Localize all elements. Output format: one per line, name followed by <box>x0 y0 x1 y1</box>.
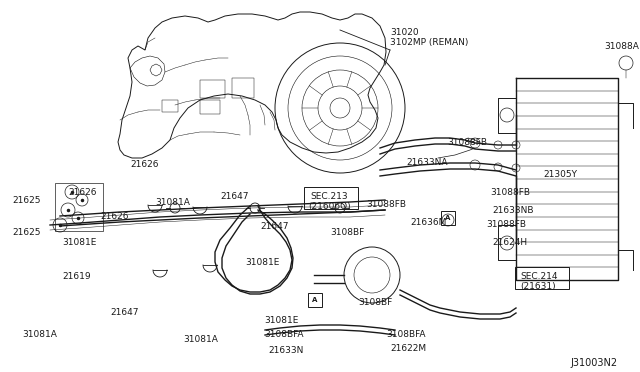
Text: 3108BF: 3108BF <box>330 228 364 237</box>
Text: 21619: 21619 <box>62 272 91 281</box>
Text: 3102MP (REMAN): 3102MP (REMAN) <box>390 38 468 47</box>
Text: 31088FB: 31088FB <box>447 138 487 147</box>
Text: 21647: 21647 <box>260 222 289 231</box>
Bar <box>232 78 254 98</box>
Text: 3108BFA: 3108BFA <box>386 330 426 339</box>
Text: 21647: 21647 <box>220 192 248 201</box>
Bar <box>200 100 220 114</box>
Text: 31088FB: 31088FB <box>486 220 526 229</box>
Text: 21633NA: 21633NA <box>406 158 447 167</box>
Text: 31088FB: 31088FB <box>366 200 406 209</box>
Text: (21606Q): (21606Q) <box>308 202 351 211</box>
Text: 3108BF: 3108BF <box>358 298 392 307</box>
Text: 3108BFA: 3108BFA <box>264 330 303 339</box>
Text: 31081E: 31081E <box>62 238 97 247</box>
Text: 21625: 21625 <box>12 228 40 237</box>
Text: 31081E: 31081E <box>264 316 298 325</box>
Text: 31088FB: 31088FB <box>490 188 530 197</box>
Text: 31081A: 31081A <box>22 330 57 339</box>
Text: A: A <box>312 297 317 303</box>
Text: (21631): (21631) <box>520 282 556 291</box>
FancyBboxPatch shape <box>441 211 455 225</box>
Bar <box>162 100 178 112</box>
Text: 21305Y: 21305Y <box>543 170 577 179</box>
Text: 21647: 21647 <box>110 308 138 317</box>
Text: 21626: 21626 <box>130 160 159 169</box>
Text: J31003N2: J31003N2 <box>570 358 617 368</box>
Text: SEC.213: SEC.213 <box>310 192 348 201</box>
FancyBboxPatch shape <box>308 293 322 307</box>
Bar <box>200 80 225 98</box>
Text: 21625: 21625 <box>12 196 40 205</box>
Text: 31081A: 31081A <box>183 335 218 344</box>
Text: 21633N: 21633N <box>268 346 303 355</box>
Text: 31088A: 31088A <box>604 42 639 51</box>
Text: 21624H: 21624H <box>492 238 527 247</box>
Text: 21636M: 21636M <box>410 218 446 227</box>
Text: 31081A: 31081A <box>155 198 190 207</box>
Text: A: A <box>445 215 451 221</box>
Text: 21622M: 21622M <box>390 344 426 353</box>
Text: 31020: 31020 <box>390 28 419 37</box>
Text: 21626: 21626 <box>68 188 97 197</box>
Text: SEC.214: SEC.214 <box>520 272 557 281</box>
Text: 21633NB: 21633NB <box>492 206 534 215</box>
Text: 31081E: 31081E <box>245 258 280 267</box>
Text: 21626: 21626 <box>100 212 129 221</box>
